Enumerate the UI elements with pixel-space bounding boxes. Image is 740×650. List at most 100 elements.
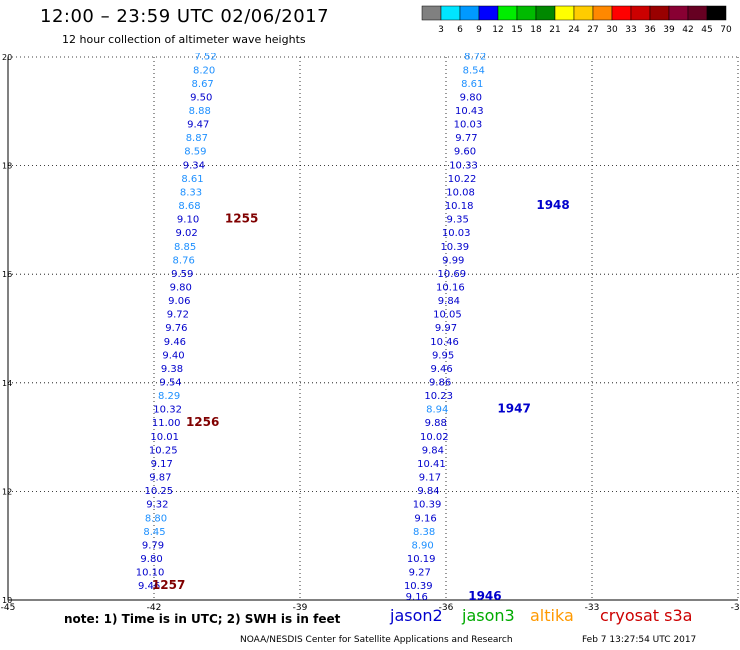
wave-height-label: 7.42 <box>196 38 218 49</box>
wave-height-label: 10.18 <box>445 201 474 212</box>
colorbar-swatch <box>706 5 727 21</box>
time-label: 1257 <box>152 578 185 592</box>
colorbar-label: 9 <box>476 25 482 35</box>
wave-height-label: 9.38 <box>161 364 183 375</box>
wave-height-label: 10.10 <box>136 568 165 579</box>
colorbar-label: 36 <box>644 25 656 35</box>
wave-height-label: 9.34 <box>183 160 205 171</box>
colorbar-label: 39 <box>663 25 675 35</box>
colorbar-label: 12 <box>492 25 503 35</box>
legend-jason3: jason3 <box>462 606 515 625</box>
x-tick-label: -36 <box>439 603 454 613</box>
y-tick-label: 18 <box>2 162 12 171</box>
wave-height-label: 8.38 <box>413 527 435 538</box>
wave-height-label: 10.39 <box>440 242 469 253</box>
colorbar-label: 42 <box>682 25 693 35</box>
wave-height-label: 9.06 <box>168 296 190 307</box>
wave-height-label: 9.54 <box>159 378 181 389</box>
wave-height-label: 10.43 <box>455 106 484 117</box>
colorbar-label: 30 <box>606 25 618 35</box>
wave-height-label: 10.23 <box>424 391 453 402</box>
wave-height-label: 10.05 <box>433 310 462 321</box>
wave-height-label: 10.32 <box>153 405 182 416</box>
colorbar-label: 70 <box>720 25 732 35</box>
footer-note: note: 1) Time is in UTC; 2) SWH is in fe… <box>64 612 341 626</box>
wave-height-label: 8.61 <box>181 174 203 185</box>
wave-height-label: 8.88 <box>189 106 211 117</box>
wave-height-label: 9.99 <box>442 255 464 266</box>
time-label: 1256 <box>186 415 219 429</box>
wave-height-label: 7.52 <box>194 52 216 63</box>
wave-height-label: 9.16 <box>406 592 428 603</box>
wave-height-label: 8.20 <box>193 65 215 76</box>
wave-height-label: 9.80 <box>140 554 162 565</box>
wave-height-label: 10.39 <box>404 581 433 592</box>
footer-credit: NOAA/NESDIS Center for Satellite Applica… <box>240 635 513 645</box>
y-tick-label: 10 <box>2 596 12 605</box>
wave-height-label: 8.49 <box>467 25 489 36</box>
wave-height-label: 10.02 <box>420 432 449 443</box>
wave-height-label: 9.46 <box>138 581 160 592</box>
wave-height-label: 10.03 <box>454 120 483 131</box>
wave-height-label: 10.08 <box>446 187 475 198</box>
colorbar-label: 33 <box>625 25 636 35</box>
wave-height-label: 8.90 <box>412 540 434 551</box>
colorbar-label: 45 <box>701 25 712 35</box>
wave-height-label: 9.50 <box>190 92 212 103</box>
wave-height-label: 9.95 <box>466 38 488 49</box>
wave-height-label: 9.87 <box>149 473 171 484</box>
x-tick-label: -42 <box>147 603 162 613</box>
wave-height-label: 7.83 <box>198 19 220 30</box>
wave-height-label: 10.69 <box>438 269 467 280</box>
wave-height-label: 9.97 <box>435 323 457 334</box>
wave-height-label: 8.80 <box>145 513 167 524</box>
wave-height-label: 9.95 <box>432 350 454 361</box>
colorbar-label: 27 <box>587 25 598 35</box>
wave-height-label: 9.17 <box>151 459 173 470</box>
wave-height-label: 10.46 <box>430 337 459 348</box>
wave-height-label: 11.00 <box>152 418 181 429</box>
wave-height-label: 10.22 <box>448 174 477 185</box>
wave-height-label: 8.59 <box>184 147 206 158</box>
wave-height-label: 9.47 <box>187 120 209 131</box>
wave-height-label: 9.59 <box>171 269 193 280</box>
wave-height-label: 9.72 <box>167 310 189 321</box>
wave-height-label: 8.29 <box>158 391 180 402</box>
legend-altika: altika <box>530 606 574 625</box>
wave-height-label: 9.84 <box>417 486 439 497</box>
wave-height-label: 9.46 <box>430 364 452 375</box>
colorbar-label: 15 <box>511 25 522 35</box>
wave-height-label: 9.27 <box>409 568 431 579</box>
x-tick-label: -30 <box>731 603 740 613</box>
page-subtitle: 12 hour collection of altimeter wave hei… <box>62 33 306 46</box>
y-tick-label: 14 <box>2 379 12 388</box>
wave-height-label: 7.99 <box>197 25 219 36</box>
wave-height-label: 9.88 <box>425 418 447 429</box>
colorbar-label: 21 <box>549 25 560 35</box>
wave-height-label: 9.46 <box>470 0 492 8</box>
x-tick-label: -39 <box>293 603 308 613</box>
colorbar-label: 6 <box>457 25 463 35</box>
wave-height-label: 8.94 <box>426 405 448 416</box>
wave-height-label: 9.84 <box>438 296 460 307</box>
legend-cryosat: cryosat s3a <box>600 606 693 625</box>
wave-height-label: 10.25 <box>145 486 174 497</box>
time-label: 1254 <box>244 22 277 36</box>
colorbar-label: 3 <box>438 25 444 35</box>
wave-height-label: 10.03 <box>442 228 471 239</box>
wave-height-label: 8.85 <box>174 242 196 253</box>
wave-height-label: 9.35 <box>447 215 469 226</box>
wave-height-label: 9.76 <box>165 323 187 334</box>
time-label: 1949 <box>575 0 608 8</box>
wave-height-label: 10.41 <box>417 459 446 470</box>
time-label: 1948 <box>536 198 569 212</box>
wave-height-label: 9.10 <box>177 215 199 226</box>
wave-height-label: 10.33 <box>449 160 478 171</box>
wave-height-label: 10.01 <box>150 432 179 443</box>
x-tick-label: -45 <box>1 603 16 613</box>
wave-height-label: 9.77 <box>455 133 477 144</box>
time-label: 1255 <box>225 212 258 226</box>
wave-height-label: 8.76 <box>173 255 195 266</box>
